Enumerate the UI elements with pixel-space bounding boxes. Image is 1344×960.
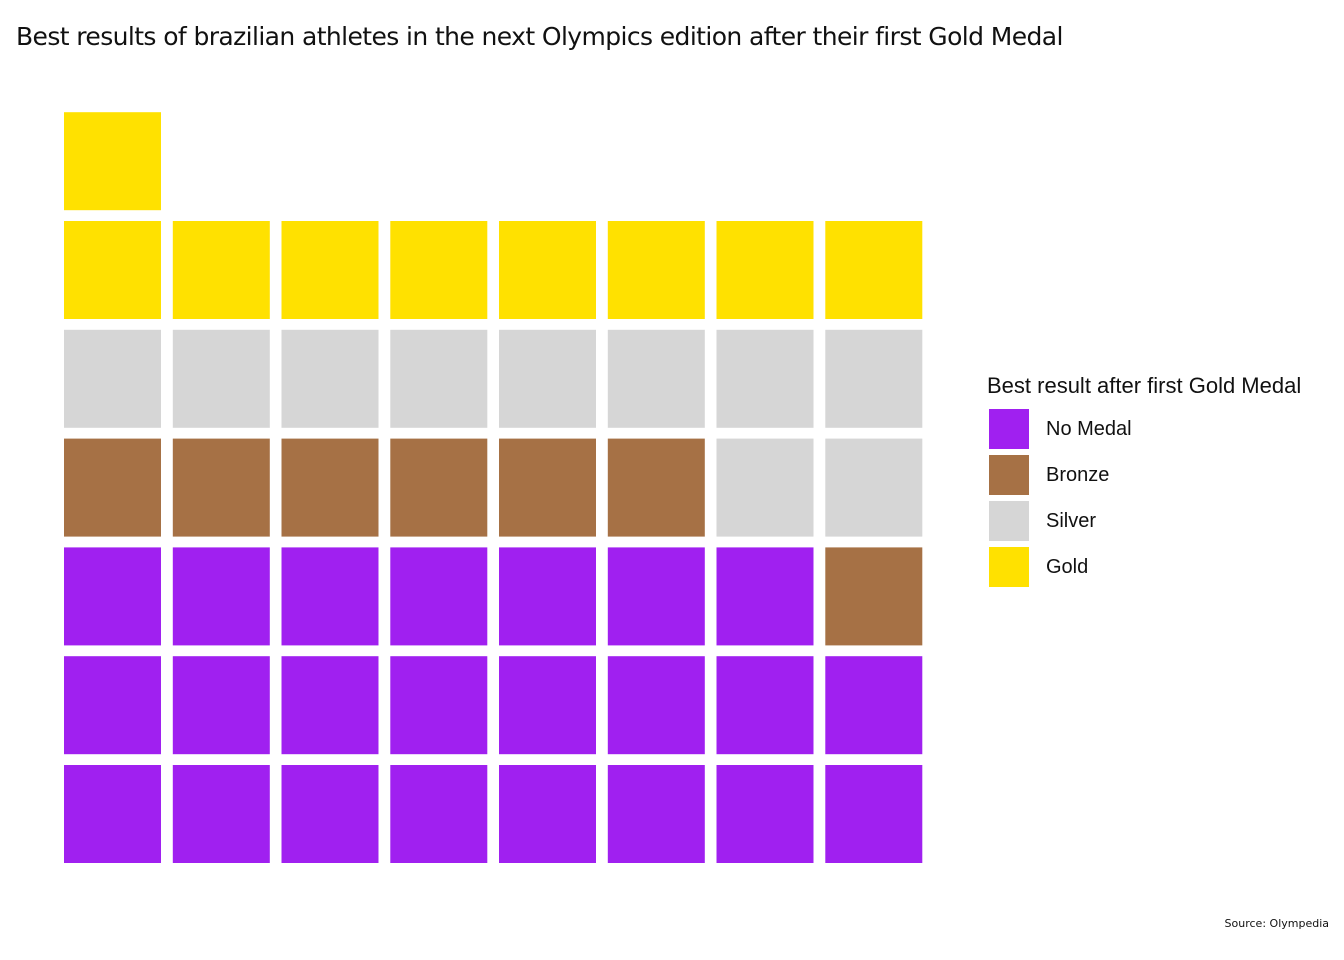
waffle-cell-gold — [281, 221, 379, 319]
waffle-cell-no-medal — [499, 656, 596, 755]
waffle-cell-no-medal — [499, 765, 596, 863]
waffle-cell-gold — [390, 221, 488, 319]
waffle-cell-no-medal — [825, 765, 923, 863]
waffle-cell-no-medal — [281, 547, 379, 646]
waffle-chart — [64, 112, 923, 863]
legend-swatch-silver — [989, 501, 1029, 541]
waffle-cell-gold — [607, 221, 705, 319]
waffle-cell-gold — [499, 221, 596, 319]
waffle-cell-gold — [64, 221, 161, 319]
waffle-cell-gold — [825, 221, 923, 319]
waffle-cell-gold — [64, 112, 161, 211]
waffle-cell-bronze — [390, 438, 488, 537]
legend-label-silver: Silver — [1046, 509, 1097, 532]
waffle-cell-no-medal — [499, 547, 596, 646]
waffle-cell-no-medal — [64, 656, 161, 755]
waffle-cell-no-medal — [607, 656, 705, 755]
legend-label-gold: Gold — [1046, 555, 1089, 578]
legend-item-bronze: Bronze — [987, 455, 1301, 495]
legend-swatch-gold — [989, 547, 1029, 587]
waffle-cell-gold — [716, 221, 814, 319]
waffle-cell-bronze — [172, 438, 270, 537]
source-caption: Source: Olympedia — [1224, 917, 1329, 930]
waffle-cell-silver — [64, 329, 161, 428]
legend-item-no-medal: No Medal — [987, 409, 1301, 449]
waffle-cell-silver — [390, 329, 488, 428]
waffle-cell-no-medal — [716, 765, 814, 863]
legend-swatch-bronze — [989, 455, 1029, 495]
legend: Best result after first Gold Medal No Me… — [987, 373, 1301, 593]
waffle-cell-no-medal — [64, 765, 161, 863]
waffle-cell-no-medal — [390, 547, 488, 646]
waffle-cell-silver — [825, 438, 923, 537]
waffle-cell-bronze — [607, 438, 705, 537]
waffle-cell-silver — [716, 329, 814, 428]
legend-label-bronze: Bronze — [1046, 463, 1110, 486]
waffle-cell-no-medal — [716, 547, 814, 646]
legend-item-gold: Gold — [987, 547, 1301, 587]
waffle-cell-silver — [499, 329, 596, 428]
waffle-cell-no-medal — [825, 656, 923, 755]
chart-title: Best results of brazilian athletes in th… — [16, 22, 1063, 51]
waffle-cell-no-medal — [64, 547, 161, 646]
legend-label-no-medal: No Medal — [1046, 417, 1132, 440]
legend-item-silver: Silver — [987, 501, 1301, 541]
legend-title: Best result after first Gold Medal — [987, 373, 1302, 398]
waffle-cell-no-medal — [281, 656, 379, 755]
waffle-cell-no-medal — [281, 765, 379, 863]
waffle-cell-bronze — [281, 438, 379, 537]
waffle-cell-bronze — [499, 438, 596, 537]
waffle-cell-bronze — [825, 547, 923, 646]
waffle-cell-no-medal — [716, 656, 814, 755]
waffle-cell-no-medal — [390, 656, 488, 755]
waffle-cell-no-medal — [172, 656, 270, 755]
waffle-cell-no-medal — [607, 765, 705, 863]
waffle-cell-gold — [172, 221, 270, 319]
waffle-cell-silver — [281, 329, 379, 428]
legend-items: No Medal Bronze Silver Gold — [987, 409, 1301, 587]
waffle-cell-silver — [716, 438, 814, 537]
waffle-cell-silver — [172, 329, 270, 428]
waffle-cell-bronze — [64, 438, 161, 537]
waffle-cell-no-medal — [172, 765, 270, 863]
waffle-cell-no-medal — [172, 547, 270, 646]
waffle-cell-silver — [607, 329, 705, 428]
waffle-cell-no-medal — [390, 765, 488, 863]
waffle-cell-no-medal — [607, 547, 705, 646]
legend-swatch-no-medal — [989, 409, 1029, 449]
waffle-cell-silver — [825, 329, 923, 428]
